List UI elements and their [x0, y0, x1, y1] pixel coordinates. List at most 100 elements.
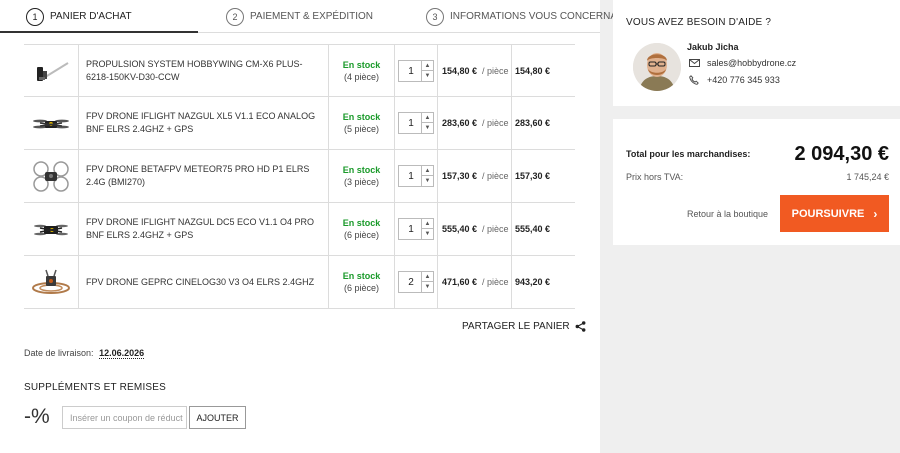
unit-price-per: / pièce	[482, 118, 509, 128]
quantity-stepper: ▲ ▼	[398, 165, 434, 187]
row-total: 555,40 €	[515, 224, 551, 234]
back-to-shop-link[interactable]: Retour à la boutique	[687, 209, 769, 219]
step-number: 2	[226, 7, 244, 26]
quantity-input[interactable]	[399, 272, 423, 292]
total-label: Total pour les marchandises:	[626, 149, 751, 159]
share-label: PARTAGER LE PANIER	[462, 321, 570, 332]
decrement-button[interactable]: ▼	[424, 73, 431, 79]
unit-price: 157,30 € / pièce	[438, 150, 512, 202]
product-image[interactable]	[24, 203, 79, 255]
step-payment-shipping[interactable]: 2 PAIEMENT & EXPÉDITION	[226, 0, 373, 33]
whoop-drone-image-icon	[33, 161, 69, 192]
step-your-information[interactable]: 3 INFORMATIONS VOUS CONCERNANT	[426, 0, 630, 33]
contact-phone[interactable]: +420 776 345 933	[689, 75, 780, 85]
decrement-button[interactable]: ▼	[424, 284, 431, 290]
unit-price-per: / pièce	[482, 277, 509, 287]
quantity-cell: ▲ ▼	[395, 256, 438, 308]
product-image[interactable]	[24, 256, 79, 308]
quantity-input[interactable]	[399, 166, 423, 186]
quantity-stepper: ▲ ▼	[398, 60, 434, 82]
contact-name: Jakub Jicha	[687, 42, 739, 52]
quantity-cell: ▲ ▼	[395, 150, 438, 202]
decrement-button[interactable]: ▼	[424, 231, 431, 237]
total-value: 2 094,30 €	[794, 143, 889, 165]
unit-price-value: 154,80 €	[442, 66, 478, 76]
quantity-input[interactable]	[399, 61, 423, 81]
stock-quantity: (6 pièce)	[343, 230, 379, 240]
delivery-date-value[interactable]: 12.06.2026	[99, 348, 145, 359]
quantity-input[interactable]	[399, 219, 423, 239]
product-name[interactable]: PROPULSION SYSTEM HOBBYWING CM-X6 PLUS-6…	[79, 45, 329, 97]
stock-quantity: (5 pièce)	[343, 124, 379, 134]
stock-status: En stock (6 pièce)	[329, 256, 395, 308]
continue-button[interactable]: POURSUIVRE ›	[780, 195, 889, 232]
step-cart[interactable]: 1 PANIER D'ACHAT	[26, 0, 132, 33]
stock-label: En stock	[342, 165, 381, 175]
apply-coupon-button[interactable]: AJOUTER	[189, 406, 246, 429]
increment-button[interactable]: ▲	[422, 272, 433, 282]
unit-price-value: 555,40 €	[442, 224, 478, 234]
discount-icon: -%	[24, 405, 50, 428]
unit-price-per: / pièce	[482, 66, 509, 76]
quantity-cell: ▲ ▼	[395, 203, 438, 255]
stock-status: En stock (6 pièce)	[329, 203, 395, 255]
chevron-right-icon: ›	[873, 206, 878, 221]
phone-icon	[689, 75, 699, 85]
product-name[interactable]: FPV DRONE GEPRC CINELOG30 V3 O4 ELRS 2.4…	[79, 256, 329, 308]
step-number: 3	[426, 7, 444, 26]
increment-button[interactable]: ▲	[422, 61, 433, 71]
person-avatar-icon	[633, 43, 681, 91]
unit-price-per: / pièce	[482, 224, 509, 234]
stock-status: En stock (4 pièce)	[329, 45, 395, 97]
product-image[interactable]	[24, 150, 79, 202]
share-cart-button[interactable]: PARTAGER LE PANIER	[462, 321, 586, 332]
increment-button[interactable]: ▲	[422, 166, 433, 176]
table-row: FPV DRONE BETAFPV METEOR75 PRO HD P1 ELR…	[24, 150, 575, 203]
product-name[interactable]: FPV DRONE IFLIGHT NAZGUL DC5 ECO V1.1 O4…	[79, 203, 329, 255]
help-box: VOUS AVEZ BESOIN D'AIDE ? Jakub Jicha sa…	[613, 0, 900, 106]
coupon-input[interactable]	[62, 406, 187, 429]
motor-image-icon	[37, 62, 69, 81]
stock-label: En stock	[342, 112, 381, 122]
increment-button[interactable]: ▲	[422, 219, 433, 229]
stock-quantity: (3 pièce)	[343, 177, 379, 187]
row-total: 943,20 €	[515, 277, 551, 287]
stock-label: En stock	[342, 60, 381, 70]
table-row: FPV DRONE IFLIGHT NAZGUL XL5 V1.1 ECO AN…	[24, 97, 575, 150]
stock-status: En stock (3 pièce)	[329, 150, 395, 202]
unit-price: 471,60 € / pièce	[438, 256, 512, 308]
steps-divider	[0, 32, 600, 33]
product-image[interactable]	[24, 45, 79, 97]
unit-price: 154,80 € / pièce	[438, 45, 512, 97]
unit-price-value: 283,60 €	[442, 118, 478, 128]
stock-label: En stock	[342, 271, 381, 281]
decrement-button[interactable]: ▼	[424, 178, 431, 184]
help-title: VOUS AVEZ BESOIN D'AIDE ?	[626, 17, 772, 28]
table-row: FPV DRONE IFLIGHT NAZGUL DC5 ECO V1.1 O4…	[24, 203, 575, 256]
share-icon	[575, 321, 586, 332]
step-number: 1	[26, 7, 44, 26]
stock-status: En stock (5 pièce)	[329, 97, 395, 149]
step-label: PAIEMENT & EXPÉDITION	[250, 11, 373, 22]
product-image[interactable]	[24, 97, 79, 149]
quantity-stepper: ▲ ▼	[398, 218, 434, 240]
unit-price: 555,40 € / pièce	[438, 203, 512, 255]
delivery-label: Date de livraison:	[24, 348, 94, 358]
vat-value: 1 745,24 €	[846, 172, 889, 182]
decrement-button[interactable]: ▼	[424, 125, 431, 131]
row-total: 157,30 €	[515, 171, 551, 181]
delivery-date: Date de livraison: 12.06.2026	[24, 348, 145, 359]
contact-email[interactable]: sales@hobbydrone.cz	[689, 58, 796, 68]
active-step-indicator	[0, 31, 198, 33]
product-name[interactable]: FPV DRONE BETAFPV METEOR75 PRO HD P1 ELR…	[79, 150, 329, 202]
product-name[interactable]: FPV DRONE IFLIGHT NAZGUL XL5 V1.1 ECO AN…	[79, 97, 329, 149]
contact-phone-text: +420 776 345 933	[707, 75, 780, 85]
table-row: FPV DRONE GEPRC CINELOG30 V3 O4 ELRS 2.4…	[24, 256, 575, 309]
drone-image-icon	[34, 224, 68, 236]
avatar	[633, 43, 681, 91]
increment-button[interactable]: ▲	[422, 113, 433, 123]
supplements-title: SUPPLÉMENTS ET REMISES	[24, 382, 167, 393]
cart-table: PROPULSION SYSTEM HOBBYWING CM-X6 PLUS-6…	[24, 44, 575, 309]
quantity-input[interactable]	[399, 113, 423, 133]
unit-price: 283,60 € / pièce	[438, 97, 512, 149]
